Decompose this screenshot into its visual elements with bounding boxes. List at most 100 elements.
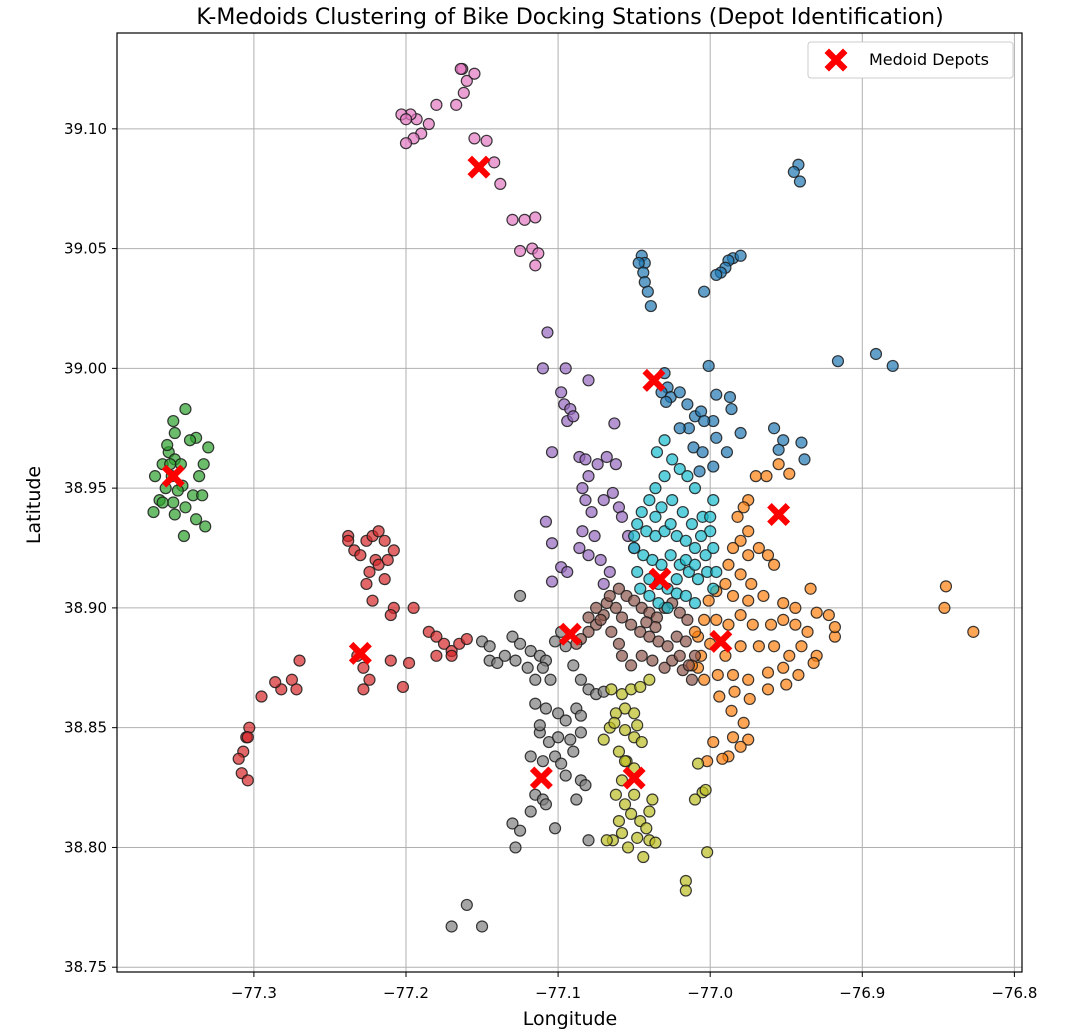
station-point-cluster-7 [521,661,534,674]
station-point-cluster-8 [625,807,638,821]
station-point-cluster-3 [378,573,391,586]
station-point-cluster-1 [722,558,735,571]
station-point-cluster-7 [513,824,527,837]
station-point-cluster-5 [681,613,694,626]
station-point-cluster-4 [576,482,589,495]
station-point-cluster-1 [761,549,775,562]
station-point-cluster-1 [780,678,793,691]
station-point-cluster-3 [378,534,391,547]
station-point-cluster-5 [673,649,686,662]
station-point-cluster-7 [460,898,473,912]
station-point-cluster-1 [742,673,755,686]
station-point-cluster-1 [939,580,953,593]
station-point-cluster-3 [269,676,282,689]
station-point-cluster-9 [673,462,686,476]
station-point-cluster-6 [532,247,545,260]
station-point-cluster-1 [702,594,715,607]
station-point-cluster-7 [529,673,542,686]
station-point-cluster-0 [734,426,747,440]
medoid-depot-marker [558,622,582,646]
station-point-cluster-9 [661,601,674,614]
station-point-cluster-9 [649,482,662,495]
x-tick-label: −76.8 [991,984,1037,1002]
station-point-cluster-8 [640,822,653,835]
station-point-cluster-9 [707,541,720,555]
station-point-cluster-0 [698,285,711,298]
station-point-cluster-8 [609,788,622,801]
station-point-cluster-0 [673,422,686,435]
station-point-cluster-4 [573,541,586,555]
station-point-cluster-5 [612,582,626,595]
station-point-cluster-4 [559,362,572,375]
station-point-cluster-1 [734,568,747,581]
station-point-cluster-9 [679,534,692,547]
station-point-cluster-2 [147,505,160,519]
station-point-cluster-0 [681,398,694,411]
station-point-cluster-0 [710,388,723,401]
station-point-cluster-9 [704,510,717,523]
station-point-cluster-8 [600,834,613,847]
medoid-depot-marker [767,502,791,526]
station-point-cluster-0 [772,443,785,456]
station-point-cluster-1 [767,558,781,571]
station-point-cluster-0 [725,402,738,416]
station-point-cluster-7 [498,649,511,662]
station-point-cluster-0 [641,285,654,298]
station-point-cluster-5 [658,661,671,674]
station-point-cluster-5 [615,611,629,624]
station-point-cluster-6 [506,213,519,226]
station-point-cluster-9 [628,529,641,543]
station-point-cluster-1 [761,666,775,679]
station-point-cluster-5 [594,613,607,626]
station-point-cluster-8 [637,850,650,864]
station-point-cluster-7 [548,635,562,648]
station-point-cluster-4 [591,458,604,471]
station-point-cluster-6 [399,137,413,150]
station-point-cluster-3 [255,690,268,703]
station-point-cluster-5 [673,606,686,619]
station-point-cluster-9 [635,505,648,519]
medoid-depot-marker [648,567,672,591]
station-point-cluster-1 [783,467,796,480]
station-point-cluster-6 [430,98,443,111]
station-point-cluster-2 [189,513,203,526]
station-point-cluster-9 [634,582,647,595]
station-point-cluster-3 [363,565,376,579]
station-point-cluster-9 [691,573,705,586]
station-point-cluster-0 [707,460,720,473]
station-point-cluster-1 [688,625,702,638]
station-point-cluster-2 [168,426,181,440]
station-point-cluster-0 [777,434,790,447]
station-point-cluster-1 [698,613,711,626]
x-tick-label: −77.1 [535,984,581,1002]
station-point-cluster-4 [545,537,559,550]
station-point-cluster-0 [673,386,686,399]
station-point-cluster-7 [524,750,537,763]
station-point-cluster-1 [719,577,732,591]
station-point-cluster-1 [728,685,741,698]
medoid-depot-marker [642,368,666,392]
station-point-cluster-6 [529,211,542,224]
station-point-cluster-8 [699,783,712,797]
station-point-cluster-5 [603,589,616,603]
station-point-cluster-3 [430,649,443,662]
station-point-cluster-7 [445,920,458,933]
station-point-cluster-4 [606,486,619,500]
station-point-cluster-8 [631,831,644,844]
station-point-cluster-1 [777,661,790,674]
station-point-cluster-4 [603,565,616,579]
station-point-cluster-2 [167,496,180,509]
grid-lines [117,33,1022,972]
station-point-cluster-1 [772,458,785,471]
station-point-cluster-5 [582,611,595,624]
station-point-cluster-0 [869,347,883,361]
station-point-cluster-7 [533,719,546,732]
legend-label: Medoid Depots [869,50,989,69]
station-point-cluster-1 [716,752,729,765]
station-point-cluster-0 [644,299,657,313]
station-point-cluster-1 [967,625,980,638]
x-axis-ticks: −77.3 −77.2 −77.1 −77.0 −76.9 −76.8 [231,972,1037,1002]
station-point-cluster-7 [506,817,519,830]
station-point-cluster-5 [615,649,629,662]
